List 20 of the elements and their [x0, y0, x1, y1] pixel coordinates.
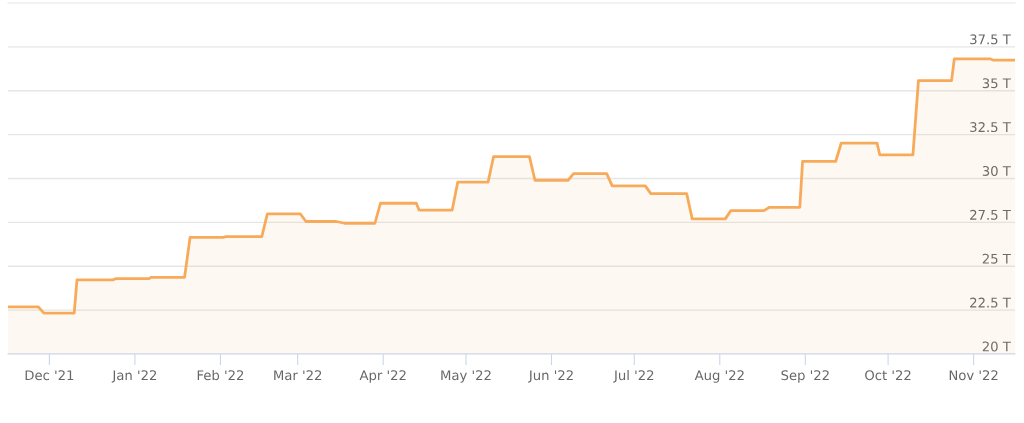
- y-tick-label: 30 T: [982, 165, 1011, 176]
- y-tick-label: 32.5 T: [970, 122, 1011, 133]
- x-tick-label: May '22: [441, 370, 491, 383]
- x-tick-label: Apr '22: [359, 370, 406, 383]
- x-tick-label: Mar '22: [274, 370, 322, 381]
- x-tick-label: Jul '22: [613, 369, 654, 383]
- x-tick-label: Dec '21: [25, 370, 74, 381]
- x-tick-label: Jan '22: [111, 370, 157, 383]
- y-tick-label: 27.5 T: [970, 209, 1011, 220]
- x-tick-label: Oct '22: [865, 370, 911, 381]
- x-tick-label: Feb '22: [197, 369, 244, 381]
- y-tick-label: 22.5 T: [970, 297, 1011, 308]
- y-tick-label: 20 T: [982, 341, 1011, 352]
- x-tick-label: Sep '22: [781, 370, 829, 383]
- y-tick-label: 35 T: [982, 78, 1011, 89]
- x-tick-label: Aug '22: [694, 370, 744, 383]
- y-tick-label: 25 T: [982, 253, 1011, 264]
- y-tick-label: 37.5 T: [970, 34, 1011, 45]
- x-tick-label: Nov '22: [949, 370, 998, 381]
- x-tick-label: Jun '22: [528, 370, 573, 383]
